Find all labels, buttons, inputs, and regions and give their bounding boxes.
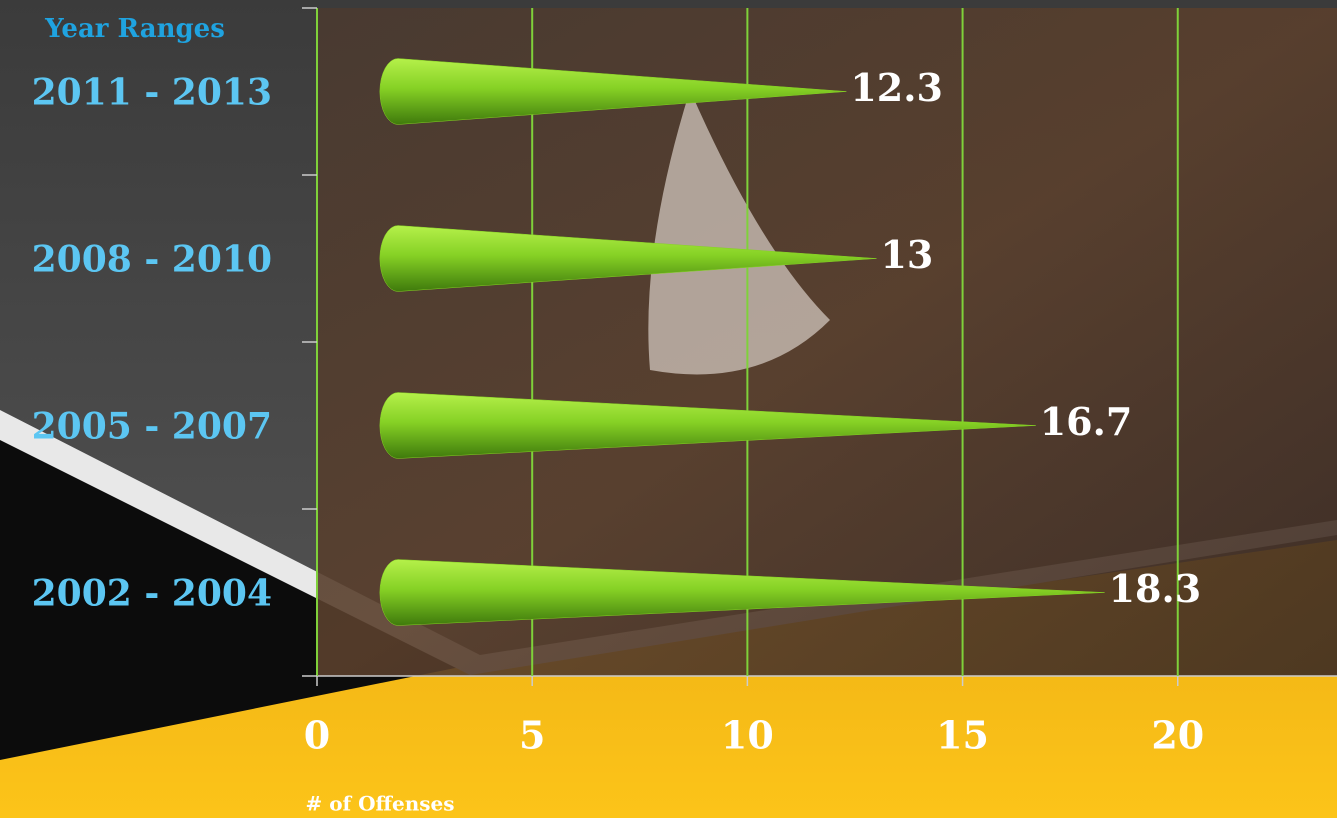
- bar: [379, 559, 1105, 626]
- value-label: 12.3: [850, 65, 943, 110]
- x-tick-label: 20: [1151, 713, 1204, 758]
- y-axis-title: Year Ranges: [44, 14, 225, 44]
- x-tick-label: 0: [304, 713, 330, 758]
- value-label: 13: [880, 232, 933, 277]
- x-tick-label: 15: [936, 713, 989, 758]
- flame: [648, 90, 830, 375]
- y-tick-label: 2008 - 2010: [32, 239, 272, 281]
- dark-band: [0, 430, 470, 760]
- bar: [379, 225, 877, 292]
- value-label: 18.3: [1109, 566, 1202, 611]
- x-axis-title: # of Offenses: [306, 792, 455, 816]
- gold-band: [0, 430, 1337, 818]
- y-tick-label: 2005 - 2007: [32, 406, 272, 448]
- bar: [379, 392, 1036, 459]
- bar: [379, 58, 847, 125]
- y-tick-label: 2011 - 2013: [32, 72, 272, 114]
- y-tick-label: 2002 - 2004: [32, 573, 272, 615]
- value-label: 16.7: [1040, 399, 1133, 444]
- x-tick-label: 10: [721, 713, 774, 758]
- x-tick-label: 5: [519, 713, 545, 758]
